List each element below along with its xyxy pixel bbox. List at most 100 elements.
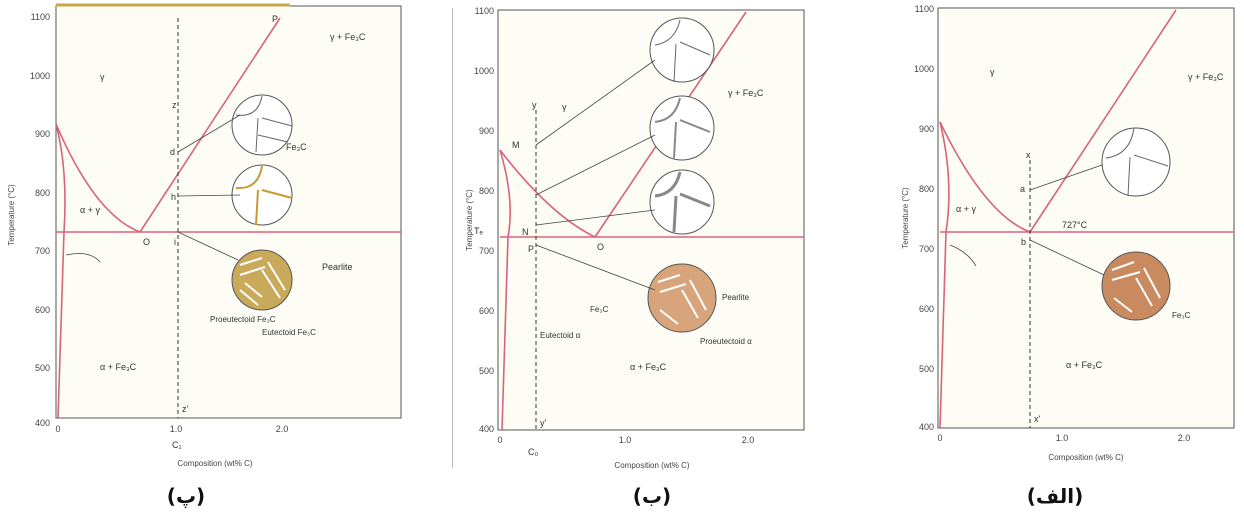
microstructure-austenite — [1101, 127, 1171, 197]
point-y: y — [532, 100, 537, 110]
point-P: P — [272, 14, 278, 24]
point-z: z — [172, 100, 177, 110]
plot-frame — [497, 9, 805, 431]
leader-lines — [949, 164, 1105, 276]
svg-text:900: 900 — [919, 124, 934, 134]
y-tick-700: 700 — [35, 246, 50, 256]
label-gamma: γ — [990, 67, 995, 77]
diagram-svg-alef: 1100 1000 900 800 700 600 500 400 0 1.0 … — [901, 4, 1235, 462]
caption-b: (ب) — [632, 484, 672, 508]
phase-diagram-hypoeutectoid: 1100 1000 900 800 700 600 500 400 0 1.0 … — [460, 0, 810, 508]
label-proeutectoid: Proeutectoid α — [700, 337, 752, 346]
pearlite-lamellae — [657, 274, 707, 325]
alpha-solvus — [939, 121, 950, 429]
phase-diagram-hypereutectoid: 1100 1000 900 800 700 600 500 400 0 1.0 … — [0, 0, 420, 508]
point-M: M — [512, 140, 520, 150]
label-alpha-fe3c: α + Fe₃C — [100, 362, 137, 372]
svg-text:700: 700 — [919, 244, 934, 254]
point-x: x — [1026, 150, 1031, 160]
acm-line — [1029, 9, 1177, 233]
label-gamma: γ — [562, 102, 567, 112]
plot-frame — [55, 5, 402, 419]
x-tick-1: 1.0 — [170, 424, 183, 434]
x-ticks: 0 1.0 2.0 — [55, 424, 288, 434]
point-a: a — [1020, 184, 1025, 194]
svg-text:1.0: 1.0 — [1056, 433, 1069, 443]
x-axis-label: Composition (wt% C) — [177, 459, 252, 468]
point-xp: x' — [1034, 414, 1041, 424]
region-labels: γ γ + Fe₃C α + γ α + Fe₃C O z z' d h i C… — [80, 14, 366, 450]
svg-text:2.0: 2.0 — [742, 435, 755, 445]
point-b: b — [1021, 237, 1026, 247]
svg-text:800: 800 — [479, 186, 494, 196]
leader-lines — [535, 59, 656, 291]
svg-text:800: 800 — [919, 184, 934, 194]
svg-text:600: 600 — [479, 306, 494, 316]
microstructure-austenite — [231, 94, 293, 156]
caption-alef: (الف) — [1026, 484, 1084, 508]
y-ticks: 1100 1000 900 800 700 600 500 400 — [474, 6, 494, 434]
a3-line — [939, 121, 1031, 233]
label-gamma: γ — [100, 72, 105, 82]
panel-separator — [452, 8, 453, 468]
point-O: O — [597, 242, 604, 252]
microstructure-gamma-1 — [649, 17, 715, 83]
y-axis-label: Temperature (°C) — [901, 187, 910, 249]
y-axis-label: Temperature (°C) — [465, 189, 474, 251]
y-tick-800: 800 — [35, 188, 50, 198]
y-ticks: 1100 1000 900 800 700 600 500 400 — [914, 4, 934, 432]
svg-text:600: 600 — [919, 304, 934, 314]
svg-text:400: 400 — [479, 424, 494, 434]
label-gamma-fe3c: γ + Fe₃C — [330, 32, 366, 42]
y-tick-900: 900 — [35, 129, 50, 139]
label-pearlite: Pearlite — [322, 262, 353, 272]
a3-line — [55, 123, 141, 233]
x-tick-2: 2.0 — [276, 424, 289, 434]
plot-frame — [937, 7, 1235, 429]
svg-text:1.0: 1.0 — [619, 435, 632, 445]
phase-diagram-eutectoid: 1100 1000 900 800 700 600 500 400 0 1.0 … — [890, 0, 1244, 508]
a3-line — [499, 149, 596, 238]
label-pearlite: Pearlite — [722, 293, 750, 302]
point-N: N — [522, 227, 529, 237]
label-eutectoid: Eutectoid Fe₃C — [262, 328, 316, 337]
point-i: i — [174, 237, 176, 247]
label-eutectoid-alpha: Eutectoid α — [540, 331, 581, 340]
svg-text:500: 500 — [479, 366, 494, 376]
svg-text:1000: 1000 — [914, 64, 934, 74]
label-fe3c: Fe₃C — [590, 305, 609, 314]
microstructure-gamma-3 — [649, 169, 715, 235]
x-axis-label: Composition (wt% C) — [1048, 453, 1123, 462]
region-labels: γ γ + Fe₃C α + γ α + Fe₃C 727°C x x' a b… — [956, 67, 1224, 424]
x-axis-label: Composition (wt% C) — [614, 461, 689, 470]
y-tick-1000: 1000 — [30, 71, 50, 81]
label-alpha-gamma: α + γ — [80, 205, 100, 215]
label-alpha-fe3c: α + Fe₃C — [1066, 360, 1103, 370]
point-d: d — [170, 147, 175, 157]
y-tick-500: 500 — [35, 363, 50, 373]
point-O: O — [143, 237, 150, 247]
pearlite-lamellae — [239, 257, 286, 306]
y-ticks: 1100 1000 900 800 700 600 500 400 — [30, 12, 50, 428]
point-h: h — [171, 192, 176, 202]
pearlite-lamellae — [1111, 261, 1161, 313]
svg-text:0: 0 — [937, 433, 942, 443]
svg-text:0: 0 — [497, 435, 502, 445]
svg-text:500: 500 — [919, 364, 934, 374]
caption-p: (پ) — [166, 484, 206, 508]
fe3c-boundaries — [235, 165, 293, 226]
svg-text:900: 900 — [479, 126, 494, 136]
y-tick-1100: 1100 — [31, 12, 50, 22]
svg-text:2.0: 2.0 — [1178, 433, 1191, 443]
region-labels: γ γ + Fe₃C α + Fe₃C M N O P Tₑ y y' C₀ P… — [474, 88, 764, 457]
microstructure-pearlite — [1101, 251, 1171, 321]
y-tick-400: 400 — [35, 418, 50, 428]
diagram-svg-b: 1100 1000 900 800 700 600 500 400 0 1.0 … — [465, 6, 805, 470]
label-te: Tₑ — [474, 226, 483, 236]
label-fe3c: Fe₃C — [1172, 311, 1191, 320]
svg-text:400: 400 — [919, 422, 934, 432]
label-gamma-fe3c: γ + Fe₃C — [728, 88, 764, 98]
svg-text:1100: 1100 — [915, 4, 934, 14]
svg-text:700: 700 — [479, 246, 494, 256]
label-727: 727°C — [1062, 220, 1088, 230]
